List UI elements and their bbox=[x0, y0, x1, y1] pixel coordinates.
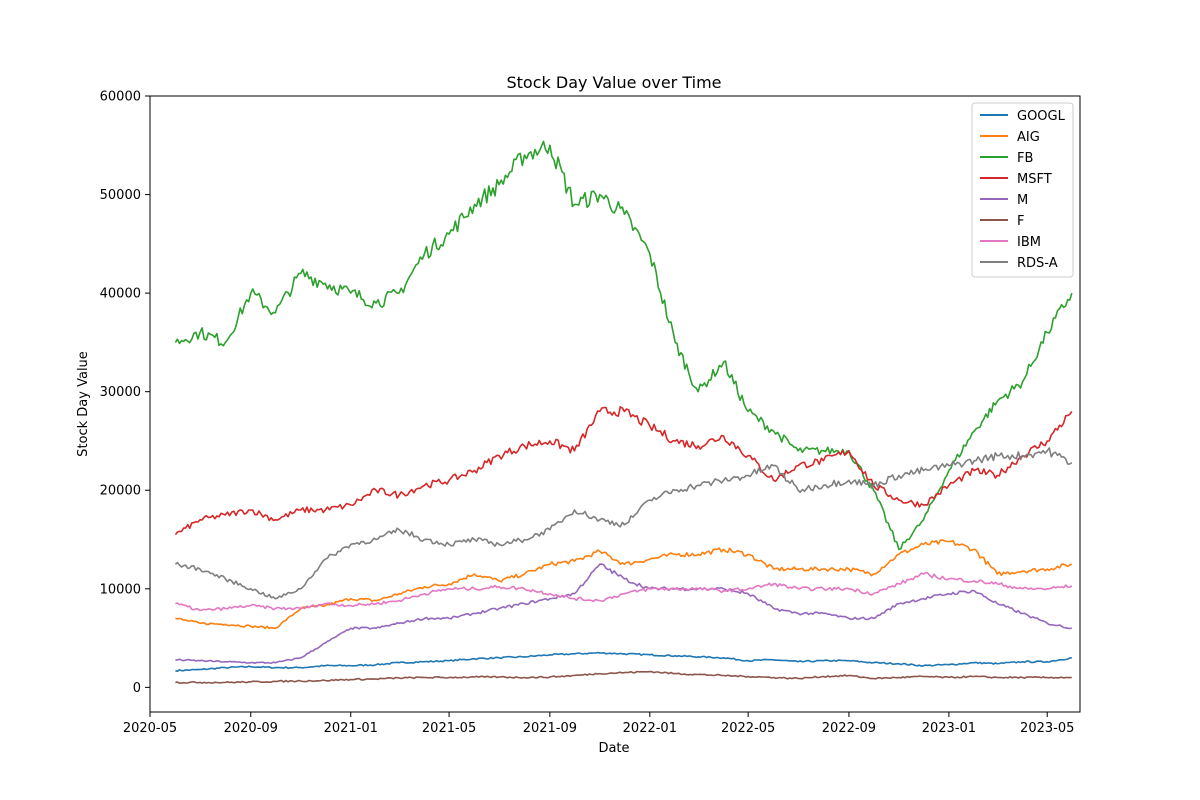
y-tick-label: 0 bbox=[133, 681, 141, 696]
series-line-msft bbox=[174, 405, 1073, 536]
x-tick-label: 2021-01 bbox=[324, 721, 378, 736]
legend-label-m: M bbox=[1017, 193, 1028, 208]
x-tick-label: 2021-05 bbox=[422, 721, 476, 736]
y-axis: 0 10000 20000 30000 40000 50000 60000 bbox=[100, 90, 150, 696]
x-tick-label: 2021-09 bbox=[523, 721, 577, 736]
x-axis: 2020-05 2020-09 2021-01 2021-05 2021-09 2022-… bbox=[123, 712, 1074, 736]
legend-label-aig: AIG bbox=[1017, 130, 1040, 145]
chart-title: Stock Day Value over Time bbox=[507, 73, 722, 92]
legend-label-ibm: IBM bbox=[1017, 235, 1041, 250]
series-line-rds-a bbox=[174, 447, 1073, 600]
series-line-googl bbox=[175, 651, 1072, 673]
x-axis-label: Date bbox=[598, 741, 629, 756]
series-line-ibm bbox=[175, 571, 1073, 612]
y-axis-label: Stock Day Value bbox=[76, 351, 91, 457]
x-tick-label: 2022-01 bbox=[623, 721, 677, 736]
y-tick-label: 60000 bbox=[100, 90, 141, 105]
plot-frame bbox=[149, 95, 1081, 713]
legend-label-fb: FB bbox=[1017, 151, 1033, 166]
series-line-aig bbox=[175, 539, 1073, 630]
y-tick-label: 50000 bbox=[100, 188, 141, 203]
y-tick-label: 20000 bbox=[100, 484, 141, 499]
x-tick-label: 2022-05 bbox=[721, 721, 775, 736]
legend-label-msft: MSFT bbox=[1017, 172, 1052, 187]
legend-label-googl: GOOGL bbox=[1017, 109, 1066, 124]
legend-label-f: F bbox=[1017, 214, 1024, 229]
legend-label-rds-a: RDS-A bbox=[1017, 256, 1058, 271]
x-tick-label: 2023-01 bbox=[922, 721, 976, 736]
plot-lines bbox=[174, 140, 1073, 684]
legend-box bbox=[971, 102, 1074, 278]
x-tick-label: 2020-05 bbox=[123, 721, 177, 736]
series-line-m bbox=[175, 563, 1072, 665]
legend: GOOGL AIG FB MSFT MF IBM RDS-A bbox=[971, 102, 1074, 278]
x-tick-label: 2020-09 bbox=[224, 721, 278, 736]
x-tick-label: 2023-05 bbox=[1020, 721, 1074, 736]
y-tick-label: 40000 bbox=[100, 287, 141, 302]
y-tick-label: 30000 bbox=[100, 385, 141, 400]
series-line-fb bbox=[174, 140, 1073, 551]
y-tick-label: 10000 bbox=[100, 582, 141, 597]
x-tick-label: 2022-09 bbox=[822, 721, 876, 736]
series-line-f bbox=[175, 670, 1072, 684]
